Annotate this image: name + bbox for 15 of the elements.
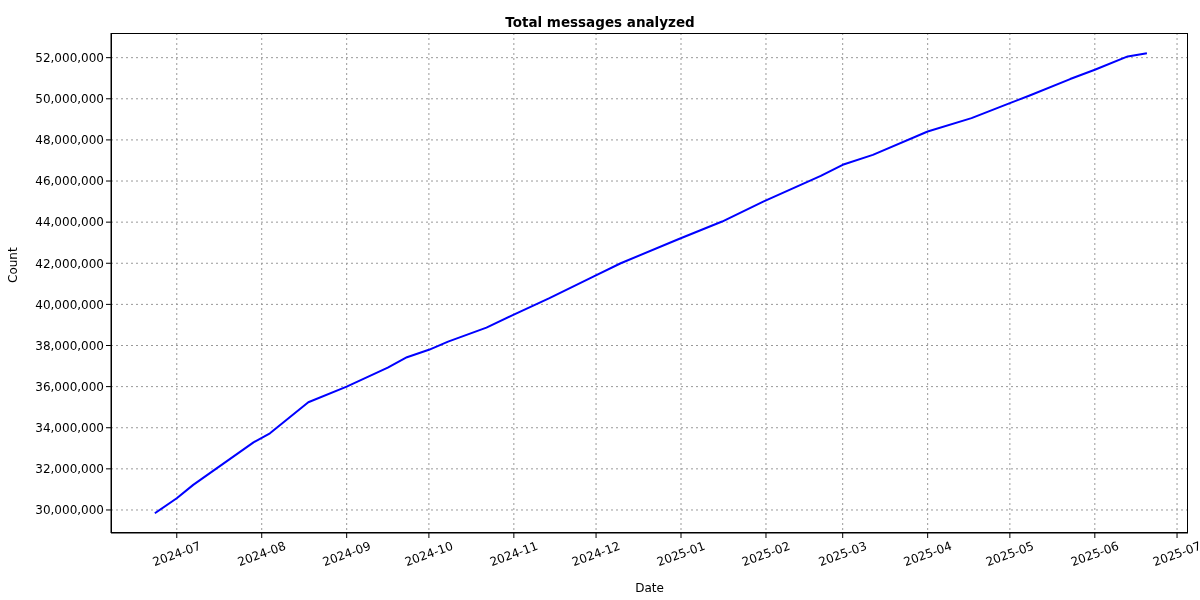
y-tick-label: 40,000,000 [35, 297, 104, 312]
y-tick-label: 38,000,000 [35, 338, 104, 353]
y-tick-label: 34,000,000 [35, 421, 104, 435]
y-axis-title: Count [6, 247, 21, 283]
x-axis-title: Date [635, 581, 664, 595]
y-tick-label: 48,000,000 [35, 133, 104, 148]
y-tick-label: 46,000,000 [35, 174, 104, 189]
y-tick-label: 42,000,000 [35, 256, 104, 271]
y-tick-label: 32,000,000 [35, 462, 104, 477]
y-tick-label: 52,000,000 [35, 50, 104, 65]
y-tick-label: 44,000,000 [35, 215, 104, 230]
y-tick-label: 30,000,000 [35, 503, 104, 518]
y-tick-label: 50,000,000 [35, 92, 104, 107]
chart-title: Total messages analyzed [504, 14, 696, 30]
y-tick-label: 36,000,000 [35, 379, 104, 394]
